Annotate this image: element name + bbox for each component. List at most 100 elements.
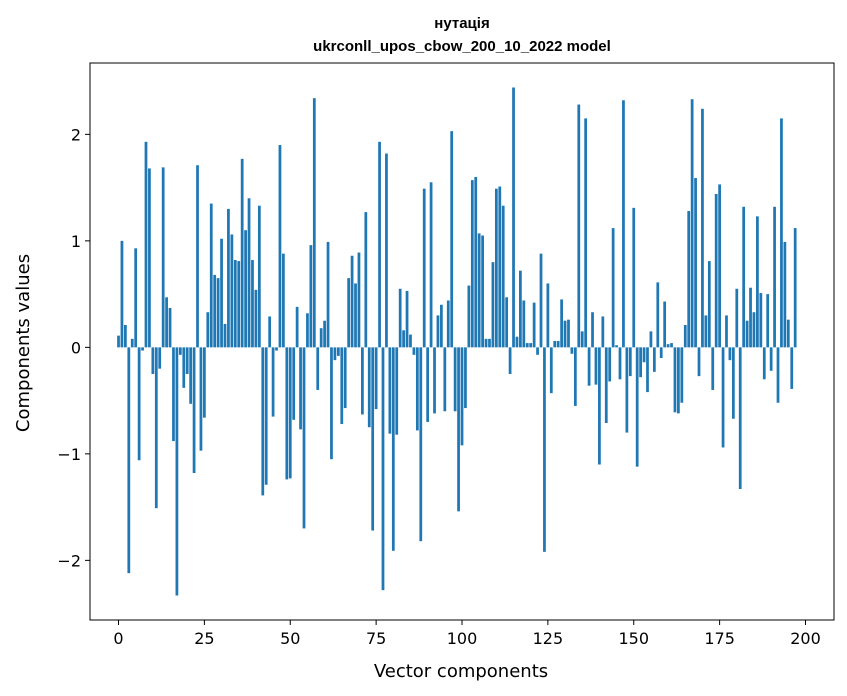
bar — [632, 207, 636, 348]
bar — [457, 347, 460, 512]
bar — [615, 345, 618, 348]
bar — [776, 347, 780, 403]
bar — [192, 347, 196, 474]
bar — [343, 347, 347, 409]
bar — [244, 230, 247, 348]
bar — [587, 347, 591, 386]
bar — [718, 184, 721, 348]
bar — [628, 347, 632, 377]
bar — [178, 347, 182, 355]
bars-group — [117, 87, 797, 596]
x-tick-label: 200 — [790, 629, 821, 648]
bar — [415, 347, 419, 431]
bar — [756, 216, 759, 348]
bar — [611, 228, 615, 348]
bar — [278, 145, 282, 348]
bar — [285, 347, 289, 480]
bar — [340, 347, 344, 425]
bar — [639, 347, 642, 378]
bar — [117, 335, 120, 348]
y-tick-label: −1 — [57, 445, 81, 464]
bar — [786, 319, 790, 348]
bar — [484, 338, 488, 348]
bar — [501, 205, 505, 348]
bar — [148, 168, 151, 348]
bar — [419, 347, 423, 542]
bar — [488, 338, 491, 348]
bar — [141, 347, 144, 351]
bar — [336, 347, 340, 356]
bar — [536, 347, 539, 355]
bar — [268, 316, 272, 348]
bar — [357, 252, 361, 348]
y-tick-label: 1 — [71, 232, 81, 251]
x-axis-ticks: 0 25 50 75 100 125 150 175 200 — [113, 620, 821, 648]
bar — [673, 347, 677, 413]
bar — [460, 347, 464, 446]
bar — [707, 261, 711, 348]
bar — [422, 188, 426, 348]
bar — [494, 188, 498, 348]
bar — [515, 336, 519, 348]
plot-area-frame — [89, 62, 835, 621]
bar — [130, 338, 134, 348]
bar — [230, 234, 234, 348]
bar — [491, 262, 495, 348]
bar — [185, 347, 189, 374]
bar — [721, 347, 725, 448]
bar — [247, 198, 251, 348]
bar — [738, 347, 742, 490]
bar — [635, 347, 639, 467]
x-tick-label: 50 — [280, 629, 300, 648]
bar — [677, 347, 680, 414]
bar — [577, 104, 581, 348]
bar — [749, 287, 752, 348]
bar — [330, 347, 333, 460]
x-tick-label: 150 — [618, 629, 649, 648]
bar — [175, 347, 179, 596]
bar — [790, 347, 794, 389]
bar — [549, 347, 553, 394]
bar — [306, 313, 309, 348]
bar — [199, 347, 203, 451]
bar — [120, 240, 124, 348]
bar — [261, 347, 265, 496]
bar — [216, 278, 220, 348]
bar — [213, 274, 217, 348]
bar — [474, 176, 478, 348]
bar — [567, 319, 570, 348]
bar — [223, 323, 227, 348]
bar — [446, 300, 450, 348]
bar — [646, 347, 649, 393]
bar — [257, 205, 261, 348]
bar — [312, 98, 316, 348]
bar — [584, 118, 588, 348]
bar — [206, 312, 210, 348]
x-tick-label: 25 — [194, 629, 214, 648]
bar — [687, 211, 691, 348]
bar — [137, 347, 141, 461]
bar — [271, 347, 275, 417]
x-tick-label: 75 — [366, 629, 386, 648]
bar — [543, 347, 546, 552]
bar — [288, 347, 292, 479]
bar — [773, 206, 776, 348]
bar — [429, 182, 433, 348]
bar — [580, 331, 584, 348]
bar — [316, 347, 320, 390]
bar — [560, 299, 563, 348]
bar — [443, 347, 447, 412]
bar — [470, 180, 474, 348]
bar — [766, 294, 770, 348]
bar — [570, 347, 574, 354]
bar — [251, 260, 254, 348]
bar — [453, 347, 457, 412]
bar — [254, 289, 258, 348]
bar — [594, 347, 598, 385]
bar — [398, 288, 402, 348]
bar — [663, 301, 667, 348]
bar — [395, 347, 399, 435]
bar — [522, 300, 526, 348]
bar — [450, 131, 454, 348]
bar — [714, 194, 718, 348]
